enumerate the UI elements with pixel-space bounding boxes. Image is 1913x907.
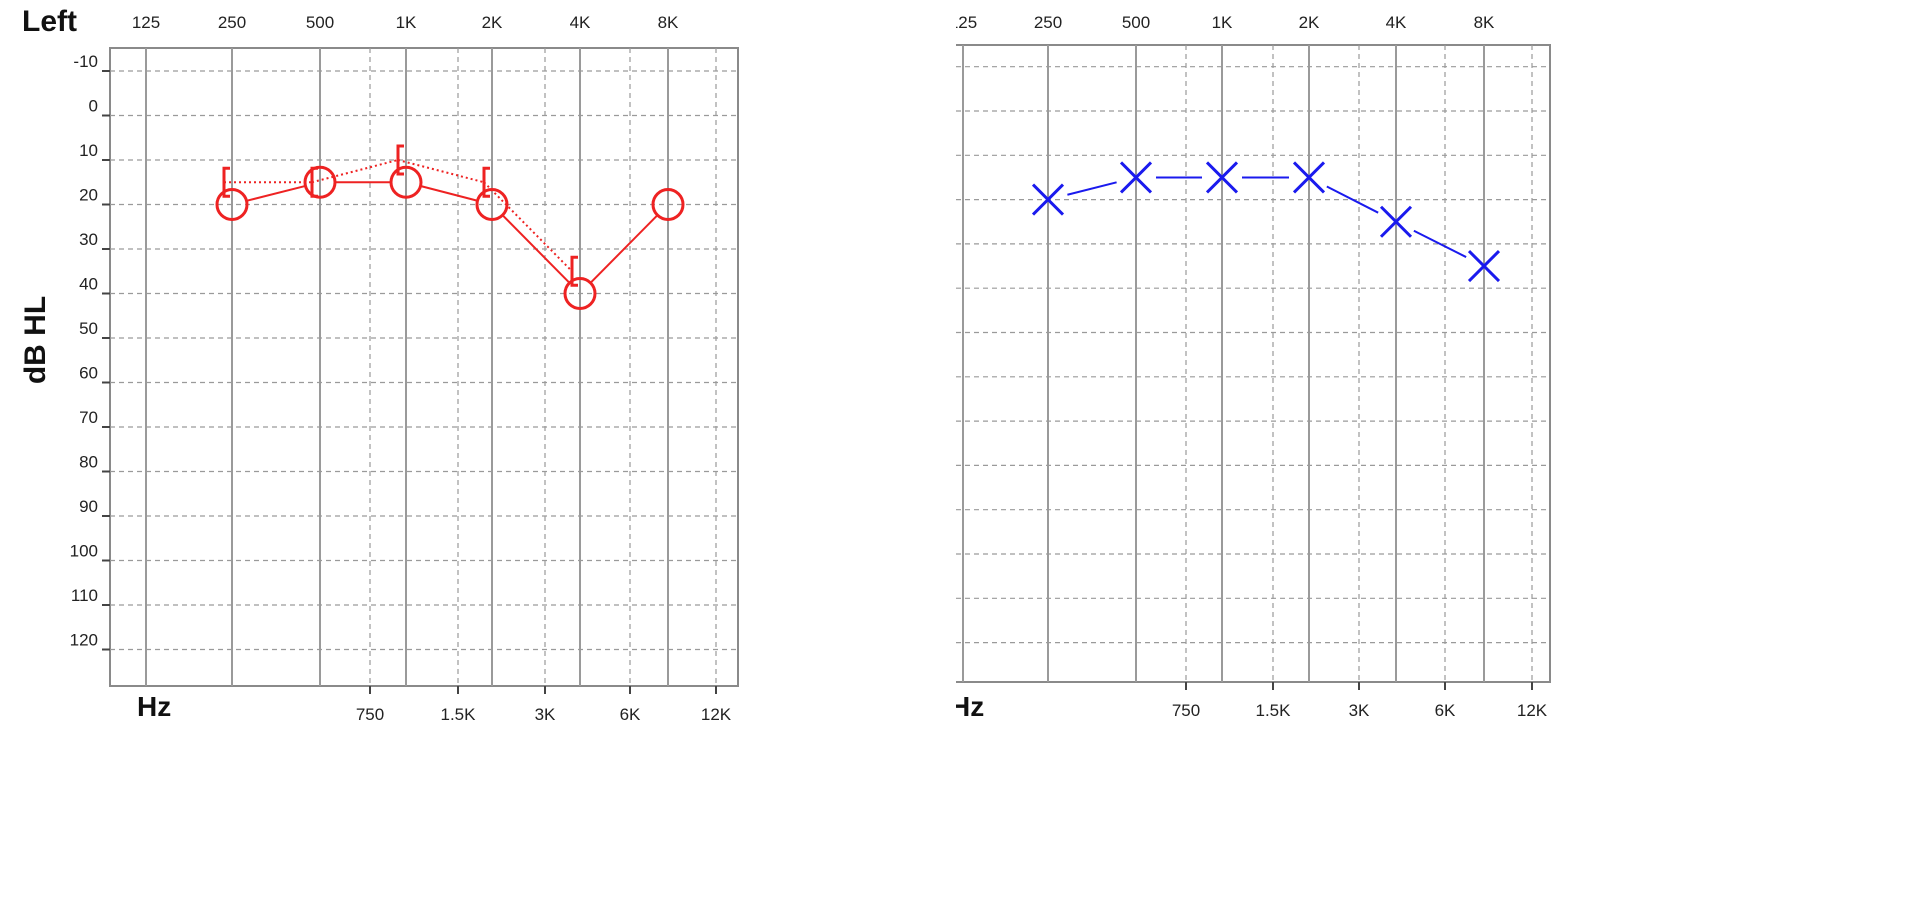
circle-marker [651,188,685,221]
x-bottom-tick-label: 6K [620,705,641,724]
y-tick-label: 60 [79,364,98,383]
x-top-tick-label: 500 [306,13,334,32]
grid-lines [110,48,738,686]
x-bottom-tick-label: 750 [1172,701,1200,720]
series-segment [1413,229,1467,258]
x-bottom-tick-label: 6K [1435,701,1456,720]
x-top-tick-label: 500 [1122,13,1150,32]
x-marker [1031,183,1065,216]
y-tick-label: 50 [79,319,98,338]
x-marker [1292,161,1326,194]
x-marker [1379,205,1413,238]
y-tick-label: 0 [89,97,98,116]
x-bottom-tick-label: 1.5K [1256,701,1292,720]
x-marker [1205,161,1239,194]
x-bottom-tick-label: 1.5K [441,705,477,724]
left-ear-audiogram: -10 0 10 20 30 40 50 60 70 80 90 100 110 120 125 250 500… [19,5,739,724]
y-tick-label: 100 [70,542,98,561]
x-top-tick-label: 2K [1299,13,1320,32]
y-tick-label: 80 [79,453,98,472]
bracket-marker [570,255,578,287]
x-top-tick-label: 1K [1212,13,1233,32]
x-bottom-tick-label: 12K [1517,701,1548,720]
series-circle [215,165,685,310]
circle-marker [215,188,249,221]
bracket-marker [310,166,318,198]
x-bottom-tick-label: 3K [1349,701,1370,720]
x-axis-label: Hz [956,691,984,722]
series-segment [420,185,478,202]
y-tick-label: -10 [73,52,98,71]
x-bottom-tick-label: 12K [701,705,732,724]
x-top-tick-label: 4K [570,13,591,32]
series-segment [1326,185,1379,214]
x-top-tick-label: 4K [1386,13,1407,32]
bracket-marker [482,166,490,198]
right-ear-audiogram: -100102030405060708090100110120125250500… [956,13,1551,722]
y-tick-label: 120 [70,631,98,650]
circle-marker [563,277,597,310]
y-tick-label: 40 [79,275,98,294]
x-top-tick-label: 8K [1474,13,1495,32]
y-tick-label: 30 [79,230,98,249]
x-marker [1119,161,1153,194]
x-top-tick-label: 8K [658,13,679,32]
series-x [1031,161,1501,283]
y-tick-label: 90 [79,497,98,516]
plot-frame [956,44,1551,683]
series-segment [483,181,573,272]
series-segment [589,214,659,284]
x-top-tick-label: 125 [132,13,160,32]
y-tick-label: 70 [79,408,98,427]
x-bottom-tick-label: 3K [535,705,556,724]
bracket-marker [396,144,404,176]
series-segment [246,184,306,202]
grid-lines [956,45,1550,682]
y-tick-label: 10 [79,141,98,160]
circle-marker [389,165,423,199]
x-top-tick-label: 250 [1034,13,1062,32]
x-axis-label: Hz [137,691,171,722]
series-segment [1067,181,1117,196]
x-marker [1467,249,1501,283]
chart-title: Left [22,5,77,38]
x-top-tick-label: 125 [956,13,977,32]
series-segment [501,214,571,284]
x-top-tick-label: 250 [218,13,246,32]
x-bottom-tick-label: 750 [356,705,384,724]
plot-frame [109,47,739,687]
y-tick-label: 110 [71,586,98,605]
bracket-marker [222,166,230,198]
y-axis-label: dB HL [19,296,52,384]
x-top-tick-label: 1K [396,13,417,32]
x-top-tick-label: 2K [482,13,503,32]
y-tick-label: 20 [79,186,98,205]
series-bracket [222,144,578,287]
